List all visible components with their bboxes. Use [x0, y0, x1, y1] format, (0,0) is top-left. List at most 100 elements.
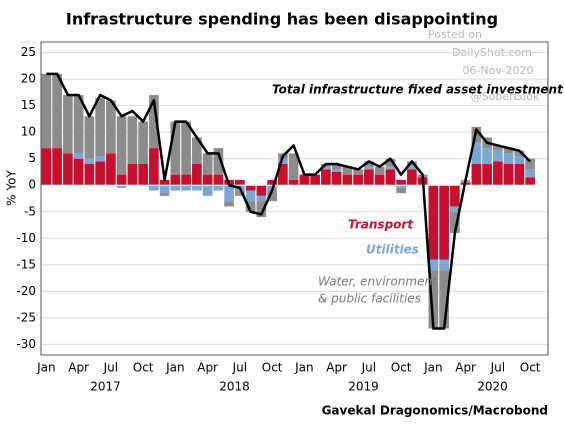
bar-segment	[374, 174, 385, 186]
bar-segment	[256, 195, 267, 202]
year-label: 2019	[348, 380, 379, 394]
bar-segment	[525, 177, 535, 186]
bar-segment	[170, 185, 181, 191]
watermark: @SoberLook	[471, 90, 540, 103]
total-line	[46, 72, 532, 330]
x-tick-label: Oct	[262, 361, 283, 375]
bar-segment	[385, 166, 396, 170]
bar-segment	[170, 174, 181, 186]
bar-segment	[149, 148, 159, 186]
bar-segment	[364, 169, 374, 186]
bar-segment	[106, 100, 116, 154]
bar-segment	[439, 185, 449, 260]
bar-segment	[84, 164, 95, 186]
x-tick-label: Jul	[490, 361, 505, 375]
bar-segment	[245, 185, 256, 191]
bar-segment	[396, 179, 406, 186]
bar-segment	[396, 187, 406, 194]
bar-segment	[84, 116, 95, 159]
bar-segment	[224, 185, 234, 202]
x-tick-label: Apr	[197, 361, 218, 375]
x-tick-label: Apr	[68, 361, 89, 375]
bar-segment	[149, 185, 159, 191]
bar-segment	[278, 164, 288, 186]
bar-segment	[267, 190, 277, 202]
source: Gavekal Dragonomics/Macrobond	[322, 404, 548, 418]
bar-segment	[213, 174, 224, 186]
bar-segment	[493, 161, 503, 186]
bar-segment	[450, 206, 460, 212]
bar-segment	[181, 174, 191, 186]
bar-segment	[235, 179, 245, 186]
bar-segment	[514, 164, 525, 186]
bar-segment	[192, 164, 202, 186]
bar-segment	[235, 190, 245, 196]
bar-segment	[331, 169, 342, 172]
chart-title: Infrastructure spending has been disappo…	[66, 10, 498, 29]
bar-segment	[202, 174, 213, 186]
bar-segment	[116, 185, 127, 188]
bar-segment	[342, 174, 353, 186]
x-tick-label: Oct	[520, 361, 541, 375]
x-tick-label: Jul	[232, 361, 247, 375]
bar-segment	[106, 153, 116, 186]
bar-segment	[364, 161, 374, 167]
bar-segment	[374, 166, 385, 175]
bar-segment	[428, 259, 439, 271]
bar-segment	[407, 169, 417, 186]
bar-segment	[428, 270, 439, 329]
bar-segment	[127, 164, 138, 186]
x-tick-label: Jul	[361, 361, 376, 375]
bar-segment	[213, 148, 224, 175]
bar-segment	[73, 158, 84, 186]
bar-segment	[41, 73, 52, 149]
bar-segment	[364, 166, 374, 170]
bar-segment	[95, 161, 105, 186]
x-tick-label: Jan	[294, 361, 314, 375]
legend-label: Transport	[348, 218, 414, 232]
bar-segment	[181, 121, 191, 175]
bar-segment	[52, 73, 62, 149]
y-tick-label: -5	[24, 204, 36, 218]
bar-segment	[202, 185, 213, 196]
bar-segment	[41, 148, 52, 186]
bar-segment	[278, 158, 288, 165]
bar-segment	[525, 169, 535, 178]
bar-segment	[385, 158, 396, 167]
bar-segment	[514, 156, 525, 165]
y-tick-label: 20	[21, 72, 36, 86]
bar-segment	[342, 166, 353, 175]
bar-segment	[63, 95, 73, 154]
bar-segment	[428, 185, 439, 260]
y-tick-label: 5	[28, 151, 36, 165]
bar-segment	[353, 174, 363, 186]
bar-segment	[52, 148, 62, 186]
plot-frame	[40, 41, 549, 356]
bar-segment	[514, 150, 525, 157]
bar-segment	[482, 164, 492, 186]
bar-segment	[331, 164, 342, 170]
x-tick-label: Oct	[391, 361, 412, 375]
bar-segment	[116, 116, 127, 175]
bar-segment	[503, 148, 514, 154]
x-tick-label: Apr	[326, 361, 347, 375]
bar-segment	[63, 153, 73, 186]
bar-segment	[256, 201, 267, 218]
bar-segment	[181, 185, 191, 191]
legend-label: Water, environment	[318, 275, 438, 289]
bar-segment	[84, 158, 95, 165]
bar-segment	[471, 164, 482, 186]
bar-segment	[73, 95, 84, 154]
bar-segment	[224, 201, 234, 207]
bar-segment	[525, 158, 535, 170]
bar-segment	[396, 185, 406, 188]
y-axis-label: % YoY	[5, 170, 19, 206]
bar-segment	[127, 116, 138, 165]
legend-label: Total infrastructure fixed asset investm…	[272, 83, 564, 97]
bar-segment	[407, 166, 417, 170]
y-tick-label: 10	[21, 125, 36, 139]
x-tick-label: Jul	[103, 361, 118, 375]
y-tick-label: -15	[16, 257, 36, 271]
bar-segment	[245, 190, 256, 202]
bar-segment	[159, 185, 170, 194]
